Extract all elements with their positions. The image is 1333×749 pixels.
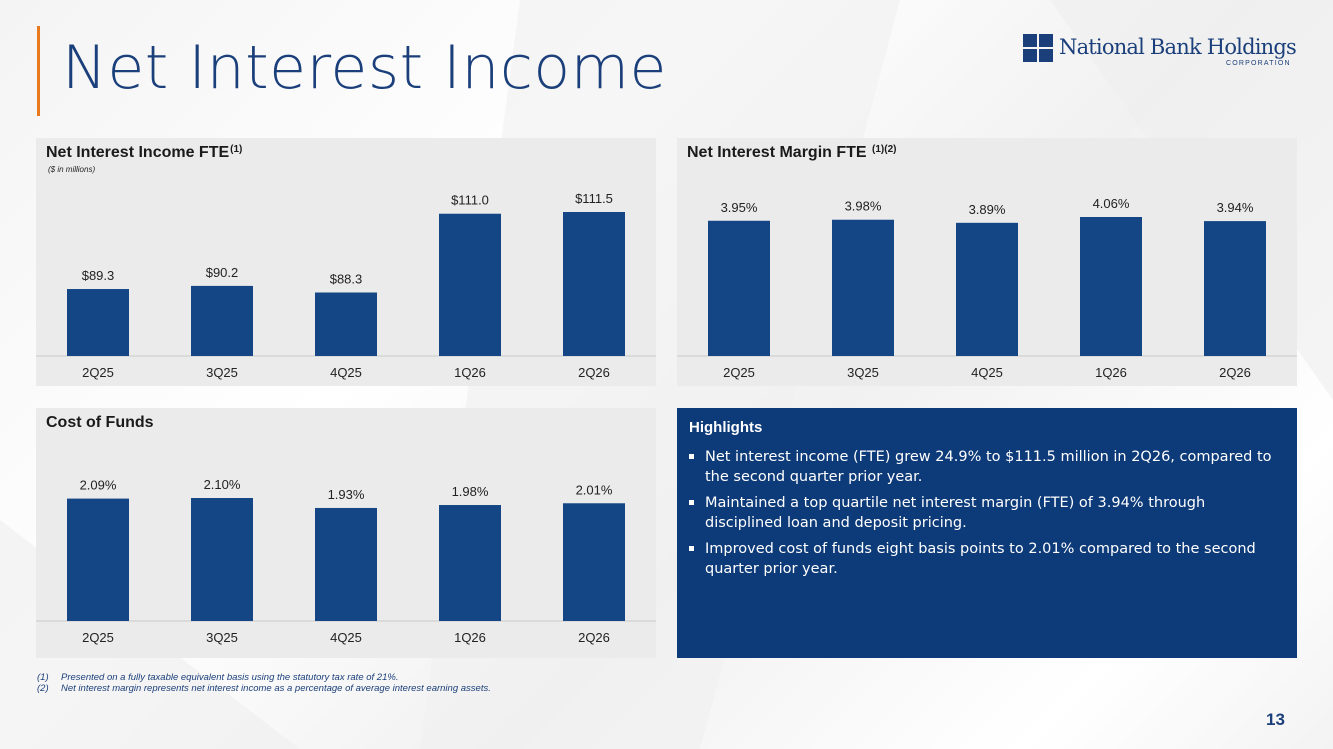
bar-3q25 <box>191 498 253 621</box>
nim-bar-chart: 3.95% 2Q25 3.98% 3Q25 3.89% 4Q25 4.06% 1Q26 3.94… <box>677 196 1297 380</box>
bar-2q26 <box>563 212 625 356</box>
data-label: 1.98% <box>452 484 489 499</box>
footnote: (1) Presented on a fully taxable equival… <box>37 672 491 683</box>
cof-chart-panel: Cost of Funds 2.09% 2Q25 2.10% 3Q25 1.93% 4Q2… <box>36 408 656 658</box>
x-tick-label: 3Q25 <box>206 630 238 645</box>
page-title: Net Interest Income <box>62 33 667 103</box>
highlight-item: Improved cost of funds eight basis point… <box>689 539 1285 579</box>
bar-1q26 <box>1080 217 1142 356</box>
bar-2q26 <box>563 503 625 621</box>
highlights-title: Highlights <box>689 419 763 436</box>
bar-4q25 <box>315 292 377 356</box>
footnote-mark: (1) <box>37 672 49 683</box>
x-tick-label: 2Q26 <box>1219 365 1251 380</box>
x-tick-label: 2Q26 <box>578 630 610 645</box>
logo-name: National Bank Holdings <box>1059 35 1297 59</box>
x-tick-label: 4Q25 <box>971 365 1003 380</box>
nii-chart-panel: Net Interest Income FTE(1) ($ in million… <box>36 138 656 386</box>
footnote: (2) Net interest margin represents net i… <box>37 683 491 694</box>
footnotes: (1) Presented on a fully taxable equival… <box>37 672 491 694</box>
nii-chart-subtitle: ($ in millions) <box>48 165 96 174</box>
highlights-panel: Highlights Net interest income (FTE) gre… <box>677 408 1297 658</box>
bar-3q25 <box>832 219 894 356</box>
footnote-text: Net interest margin represents net inter… <box>61 683 491 694</box>
page-number: 13 <box>1266 710 1285 729</box>
data-label: 4.06% <box>1093 196 1130 211</box>
title-accent-bar <box>37 26 40 116</box>
cof-bar-chart: 2.09% 2Q25 2.10% 3Q25 1.93% 4Q25 1.98% 1Q26 2.01… <box>36 477 656 645</box>
footnote-text: Presented on a fully taxable equivalent … <box>61 672 399 683</box>
highlights-list: Net interest income (FTE) grew 24.9% to … <box>689 447 1285 579</box>
data-label: 2.10% <box>204 477 241 492</box>
data-label: 3.89% <box>969 202 1006 217</box>
bar-2q25 <box>67 498 129 621</box>
nim-chart-title: Net Interest Margin FTE (1)(2) <box>687 144 897 161</box>
nii-chart-title: Net Interest Income FTE(1) <box>46 144 243 161</box>
highlight-item: Net interest income (FTE) grew 24.9% to … <box>689 447 1285 487</box>
x-tick-label: 3Q25 <box>206 365 238 380</box>
highlight-item: Maintained a top quartile net interest m… <box>689 493 1285 533</box>
data-label: 3.94% <box>1217 200 1254 215</box>
bar-4q25 <box>956 222 1018 356</box>
logo-mark-icon <box>1023 34 1053 62</box>
data-label: $88.3 <box>330 272 363 287</box>
x-tick-label: 1Q26 <box>454 630 486 645</box>
x-tick-label: 1Q26 <box>1095 365 1127 380</box>
bar-2q25 <box>708 220 770 356</box>
x-tick-label: 2Q25 <box>82 365 114 380</box>
company-logo: National Bank Holdings CORPORATION <box>1023 32 1297 72</box>
bar-4q25 <box>315 507 377 621</box>
x-tick-label: 2Q26 <box>578 365 610 380</box>
data-label: 1.93% <box>328 487 365 502</box>
data-label: 3.95% <box>721 200 758 215</box>
logo-subtitle: CORPORATION <box>1226 60 1291 67</box>
footnote-mark: (2) <box>37 683 49 694</box>
bar-2q25 <box>67 289 129 356</box>
x-tick-label: 1Q26 <box>454 365 486 380</box>
x-tick-label: 3Q25 <box>847 365 879 380</box>
nim-chart-panel: Net Interest Margin FTE (1)(2) 3.95% 2Q25… <box>677 138 1297 386</box>
cof-chart-title: Cost of Funds <box>46 414 154 431</box>
bar-3q25 <box>191 285 253 356</box>
x-tick-label: 2Q25 <box>82 630 114 645</box>
x-tick-label: 4Q25 <box>330 365 362 380</box>
data-label: $111.5 <box>575 191 613 206</box>
x-tick-label: 2Q25 <box>723 365 755 380</box>
bar-1q26 <box>439 213 501 356</box>
data-label: $89.3 <box>82 268 115 283</box>
bar-1q26 <box>439 505 501 621</box>
data-label: $111.0 <box>451 193 489 208</box>
data-label: 2.01% <box>576 482 613 497</box>
data-label: 2.09% <box>80 478 117 493</box>
nii-bar-chart: $89.3 2Q25 $90.2 3Q25 $88.3 4Q25 $111.0 1Q26 $11… <box>36 191 656 380</box>
x-tick-label: 4Q25 <box>330 630 362 645</box>
data-label: $90.2 <box>206 265 239 280</box>
bar-2q26 <box>1204 221 1266 356</box>
data-label: 3.98% <box>845 199 882 214</box>
